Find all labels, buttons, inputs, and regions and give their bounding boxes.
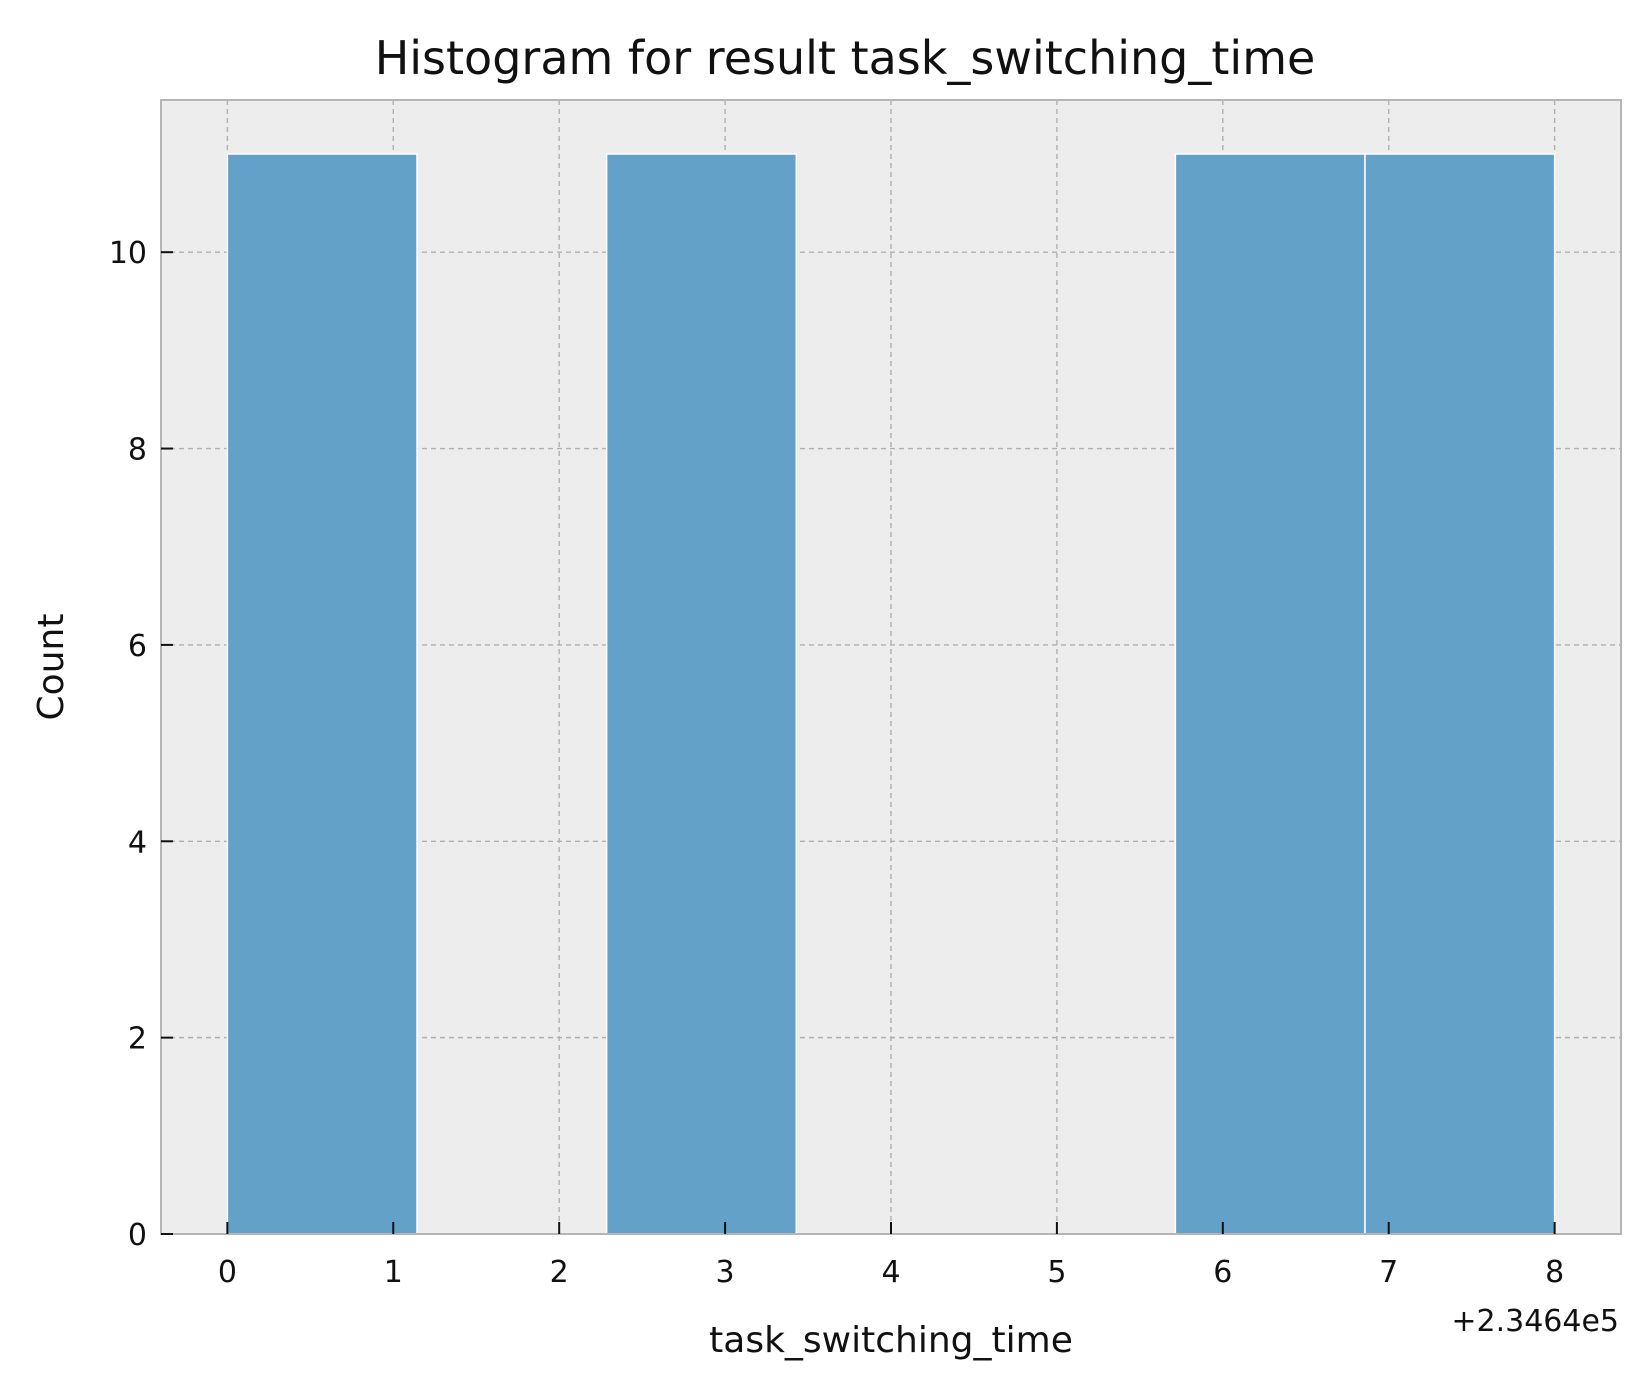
x-tick-label: 7 — [1379, 1255, 1398, 1290]
y-tick-label: 2 — [128, 1022, 147, 1057]
y-tick-label: 4 — [128, 825, 147, 860]
chart-title: Histogram for result task_switching_time — [375, 31, 1316, 85]
y-tick-label: 0 — [128, 1218, 147, 1253]
y-tick-label: 10 — [109, 236, 147, 271]
y-tick-label: 6 — [128, 629, 147, 664]
x-axis-ticks: 0 1 2 3 4 5 6 7 8 — [218, 1222, 1564, 1290]
histogram-bar — [605, 153, 798, 1235]
histogram-bars — [226, 153, 1556, 1235]
y-axis-label: Count — [31, 614, 72, 721]
x-axis-label: task_switching_time — [709, 1320, 1073, 1361]
histogram-bar — [1364, 153, 1556, 1235]
x-axis-offset-label: +2.3464e5 — [1451, 1304, 1619, 1339]
x-tick-label: 1 — [384, 1255, 403, 1290]
y-tick-label: 8 — [128, 433, 147, 468]
x-tick-label: 6 — [1213, 1255, 1232, 1290]
histogram-bar — [226, 153, 418, 1235]
x-tick-label: 3 — [716, 1255, 735, 1290]
x-tick-label: 2 — [550, 1255, 569, 1290]
x-tick-label: 8 — [1545, 1255, 1564, 1290]
y-axis-ticks: 0 2 4 6 8 10 — [109, 236, 173, 1253]
x-tick-label: 4 — [881, 1255, 900, 1290]
x-tick-label: 5 — [1047, 1255, 1066, 1290]
histogram-bar — [1174, 153, 1366, 1235]
x-tick-label: 0 — [218, 1255, 237, 1290]
